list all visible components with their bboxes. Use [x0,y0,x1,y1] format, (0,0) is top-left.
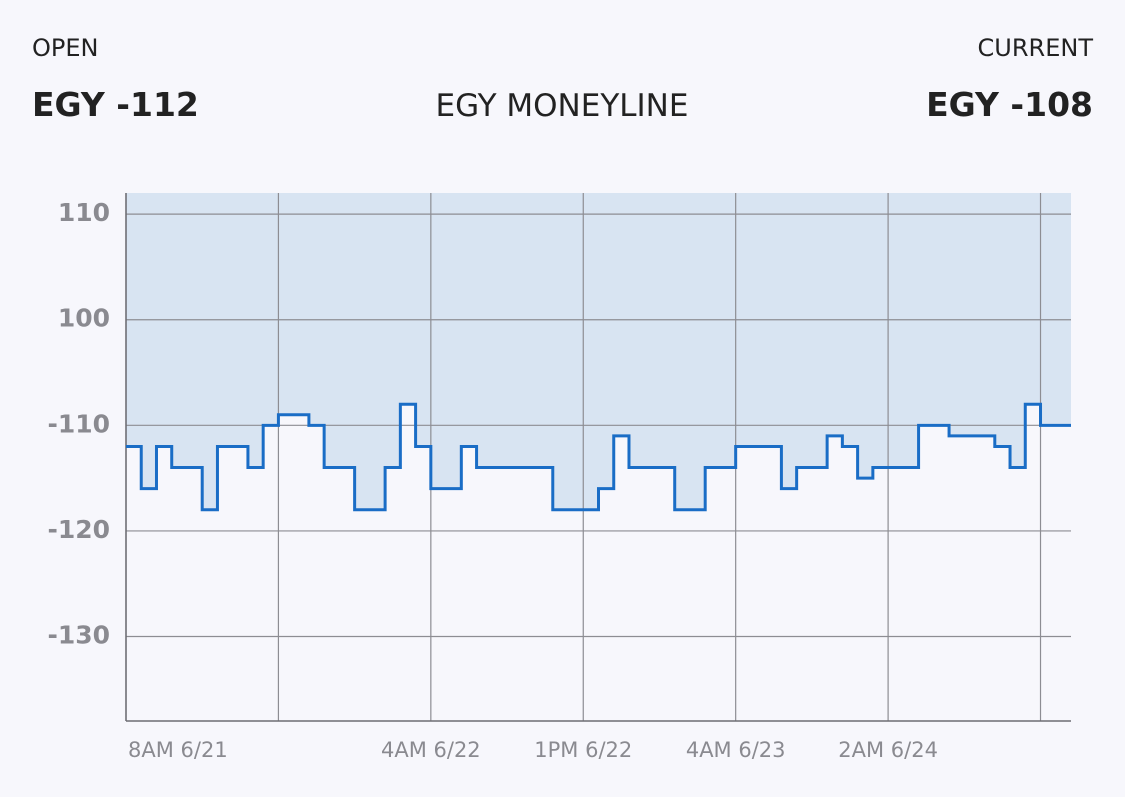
x-tick-label: 4AM 6/23 [686,738,786,762]
y-tick-label: 100 [58,304,110,333]
area-fill [126,193,1071,510]
x-tick-label: 8AM 6/21 [128,738,228,762]
current-value: EGY -108 [926,85,1093,124]
x-tick-label: 1PM 6/22 [534,738,632,762]
current-label: CURRENT [978,34,1094,62]
y-tick-label: -120 [47,515,110,544]
price-line [126,402,1071,512]
open-value: EGY -112 [32,85,199,124]
x-tick-label: 2AM 6/24 [838,738,938,762]
open-label: OPEN [32,34,98,62]
y-tick-label: -130 [47,621,110,650]
x-tick-label: 4AM 6/22 [381,738,481,762]
y-tick-label: 110 [58,198,110,227]
y-tick-label: -110 [47,409,110,438]
chart-title: EGY MONEYLINE [436,88,689,124]
